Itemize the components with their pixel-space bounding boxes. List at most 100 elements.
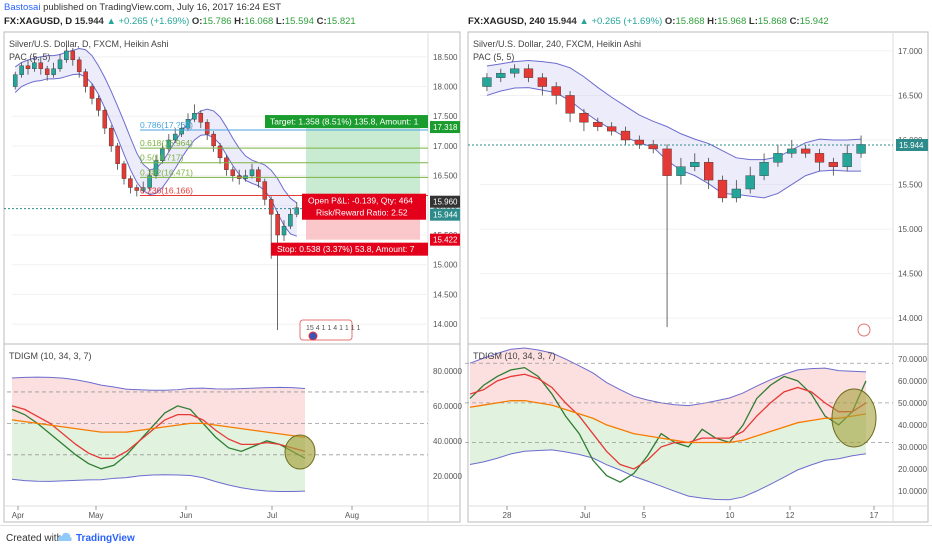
right-header: FX:XAGUSD, 240 15.944 ▲ +0.265 (+1.69%) … [468, 16, 829, 27]
candle-body [179, 127, 184, 135]
time-tick-label: 12 [786, 511, 795, 520]
candle-body [32, 62, 37, 69]
right-indicator-pane[interactable]: 70.0000 60.0000 50.0000 40.0000 30.0000 20.00… [465, 347, 927, 501]
candle-body [801, 148, 811, 154]
candle-body [19, 65, 24, 75]
candle-body [134, 187, 140, 191]
pac-band-lower [14, 73, 297, 237]
price-axis-marker-label: 15.422 [433, 236, 458, 245]
candle-body [593, 121, 603, 127]
candle-body [76, 59, 82, 72]
candle-body [249, 169, 255, 176]
price-tick-label: 17.000 [898, 47, 923, 56]
candle-body [828, 162, 838, 167]
candle-body [773, 153, 783, 163]
tdigm-series-line-2 [469, 400, 867, 444]
left-low: 15.594 [284, 16, 314, 27]
left-o-label: O: [191, 16, 203, 27]
price-tick-label: 15.000 [433, 261, 458, 270]
time-tick-label: Jun [180, 511, 193, 520]
price-axis-marker-label: 15.944 [899, 141, 924, 150]
left-tdigm-title: TDIGM (10, 34, 3, 7) [9, 351, 92, 361]
right-low: 15.868 [757, 16, 787, 27]
fib-level-label: 0.236(16.166) [140, 185, 193, 195]
candle-body [579, 113, 589, 123]
tradingview-brand-link[interactable]: TradingView [76, 533, 135, 544]
right-chart-title: Silver/U.S. Dollar, 240, FXCM, Heikin As… [473, 39, 641, 49]
volatility-band-upper [469, 347, 867, 407]
candle-body [89, 86, 95, 99]
candle-body [704, 162, 714, 181]
price-tick-label: 14.500 [898, 270, 923, 279]
charts-canvas[interactable]: 18.50018.00017.50017.00016.50016.00015.5… [0, 0, 932, 525]
candle-body [620, 130, 631, 141]
right-c-label: C: [789, 16, 800, 27]
price-axis-marker [896, 138, 928, 151]
candle-body [275, 214, 280, 236]
candle-body [268, 199, 274, 215]
time-tick-label: Apr [12, 511, 25, 520]
left-c-label: C: [316, 16, 327, 27]
tdigm-series-line-0 [11, 405, 306, 470]
right-change: ▲ +0.265 (+1.69%) [579, 16, 663, 27]
candle-body [70, 50, 76, 61]
left-header: FX:XAGUSD, D 15.944 ▲ +0.265 (+1.69%) O:… [4, 16, 356, 27]
indicator-tick-label: 30.0000 [898, 443, 927, 452]
time-tick-label: Jul [580, 511, 590, 520]
publisher-user[interactable]: Bastosai [4, 2, 41, 13]
tdigm-series-line-1 [11, 405, 306, 459]
right-price: 15.944 [547, 16, 577, 27]
pac-band-lower [486, 87, 862, 199]
candle-body [607, 126, 617, 132]
candle-body [842, 153, 852, 167]
indicator-tick-label: 70.0000 [898, 355, 927, 364]
right-close: 15.942 [799, 16, 829, 27]
us-flag-icon [308, 331, 318, 341]
candle-body [256, 169, 261, 182]
candle-body [166, 139, 172, 150]
candle-body [64, 50, 69, 61]
left-price-pane[interactable]: 18.50018.00017.50017.00016.50016.00015.5… [4, 44, 460, 520]
candle-body [814, 153, 825, 163]
left-h-label: H: [234, 16, 245, 27]
candle-body [856, 144, 866, 154]
price-tick-label: 16.500 [433, 172, 458, 181]
price-axis-marker [430, 208, 460, 221]
price-axis-marker-label: 15.960 [433, 198, 458, 207]
fib-level-label: 0.382(16.471) [140, 167, 193, 177]
left-change: ▲ +0.265 (+1.69%) [106, 16, 190, 27]
right-price-pane[interactable]: 17.00016.50016.00015.50015.00014.50014.0… [468, 47, 928, 520]
candle-body [510, 68, 520, 74]
candle-body [281, 225, 287, 236]
time-tick-label: Jul [267, 511, 277, 520]
left-indicator-pane[interactable]: 80.0000 60.0000 40.0000 20.0000 [7, 367, 462, 493]
publisher-text: published on TradingView.com, July 16, 2… [40, 2, 282, 13]
time-tick-label: 5 [642, 511, 647, 520]
candle-body [96, 98, 101, 111]
candle-body [38, 62, 44, 69]
candle-body [12, 74, 18, 87]
indicator-tick-label: 20.0000 [898, 465, 927, 474]
candle-body [224, 157, 229, 170]
indicator-tick-label: 40.0000 [433, 437, 462, 446]
price-tick-label: 15.500 [898, 181, 923, 190]
candle-body [44, 68, 50, 75]
fib-level-label: 0.786(17.?69) [140, 120, 193, 130]
candle-body [523, 68, 534, 78]
indicator-tick-label: 60.0000 [433, 402, 462, 411]
price-tick-label: 18.500 [433, 53, 458, 62]
candle-body [745, 175, 755, 190]
candle-body [551, 86, 561, 96]
candle-body [140, 187, 146, 191]
created-with-label: Created with [6, 533, 63, 544]
left-price: 15.944 [74, 16, 104, 27]
volatility-band-upper [11, 376, 306, 391]
right-ticker[interactable]: FX:XAGUSD, 240 [468, 16, 546, 27]
candle-body [211, 133, 216, 147]
volatility-band-lower [11, 474, 306, 493]
left-ticker[interactable]: FX:XAGUSD, D [4, 16, 73, 27]
candle-body [731, 188, 741, 199]
right-open: 15.868 [675, 16, 705, 27]
publisher-line: Bastosai published on TradingView.com, J… [4, 2, 281, 13]
price-tick-label: 17.000 [433, 142, 458, 151]
